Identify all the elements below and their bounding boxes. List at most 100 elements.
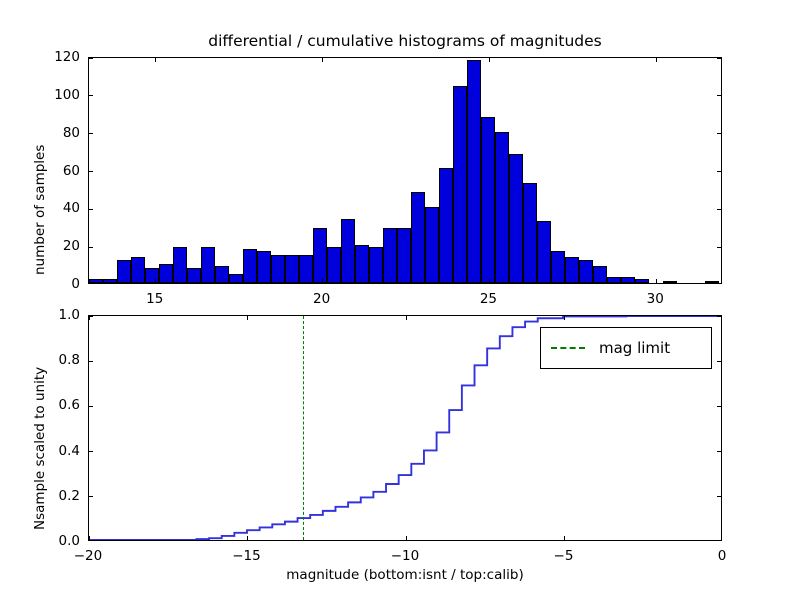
histogram-bar <box>116 260 131 283</box>
top-ytick-right <box>717 208 721 210</box>
histogram-bar <box>270 254 285 283</box>
top-xtick-top <box>155 58 157 62</box>
top-yticklabel: 100 <box>54 86 80 103</box>
histogram-bar <box>663 281 678 283</box>
bottom-yticklabel: 0.8 <box>58 352 80 369</box>
histogram-bar <box>228 273 243 283</box>
histogram-plot-area <box>89 58 721 283</box>
bottom-ytick-right <box>717 451 721 453</box>
histogram-bar <box>172 247 187 283</box>
top-yticklabel: 20 <box>62 238 80 255</box>
top-xtick-top <box>322 58 324 62</box>
histogram-bar <box>523 182 538 283</box>
histogram-bar <box>495 131 510 283</box>
bottom-ytick-right <box>717 496 721 498</box>
histogram-bar <box>705 281 720 283</box>
histogram-bar <box>621 277 636 283</box>
bottom-xticklabel: −20 <box>73 548 103 564</box>
bottom-xtick <box>89 536 90 540</box>
histogram-bar <box>284 254 299 283</box>
histogram-bar <box>298 254 313 283</box>
histogram-bar <box>214 265 229 283</box>
histogram-bar <box>453 86 468 283</box>
top-xtick <box>322 279 324 283</box>
bottom-xtick-top <box>247 316 249 320</box>
top-xticklabel: 20 <box>312 291 331 307</box>
legend-label-mag-limit: mag limit <box>599 339 671 357</box>
bottom-ytick-right <box>717 360 721 362</box>
top-ytick-right <box>717 95 721 97</box>
top-yticklabel: 60 <box>62 162 80 179</box>
top-ytick <box>89 58 93 59</box>
histogram-bar <box>509 154 524 283</box>
bottom-xticklabel: 0 <box>717 548 727 564</box>
figure-xlabel: magnitude (bottom:isnt / top:calib) <box>286 567 524 583</box>
bottom-ytick <box>89 360 93 362</box>
bottom-xtick <box>405 536 407 540</box>
bottom-xticklabel: −15 <box>232 548 261 564</box>
bottom-yticklabel: 0.2 <box>58 487 80 504</box>
top-xtick <box>488 279 490 283</box>
histogram-bar <box>579 260 594 283</box>
histogram-bar <box>89 279 103 283</box>
top-yticklabel: 40 <box>62 200 80 217</box>
histogram-bar <box>439 167 454 283</box>
top-xticklabel: 15 <box>146 291 164 307</box>
histogram-bar <box>382 228 397 283</box>
histogram-bar <box>368 247 383 283</box>
bottom-xticklabel: −10 <box>390 548 420 564</box>
bottom-xtick-top <box>405 316 407 320</box>
top-ytick <box>89 171 93 173</box>
histogram-bar <box>326 247 341 283</box>
histogram-bar <box>340 218 355 283</box>
top-ytick <box>89 133 93 135</box>
histogram-bar <box>425 207 440 283</box>
bottom-yticklabel: 0.0 <box>58 533 80 549</box>
bottom-ytick-right <box>717 405 721 407</box>
top-ytick-right <box>717 58 721 59</box>
histogram-bar <box>593 265 608 283</box>
figure-title: differential / cumulative histograms of … <box>208 32 602 50</box>
legend[interactable]: mag limit <box>540 327 712 369</box>
bottom-yticklabel: 0.6 <box>58 397 80 414</box>
histogram-bar <box>537 220 552 283</box>
bottom-ytick <box>89 496 93 498</box>
bottom-ytick-right <box>717 316 721 317</box>
bottom-ytick <box>89 405 93 407</box>
histogram-bar <box>102 279 117 283</box>
top-panel-axes <box>88 57 722 284</box>
top-xtick <box>655 279 657 283</box>
mag-limit-swatch-icon <box>551 347 585 349</box>
top-xticklabel: 30 <box>646 291 664 307</box>
histogram-bar <box>354 245 369 283</box>
top-ytick-right <box>717 171 721 173</box>
histogram-bar <box>396 228 411 283</box>
histogram-bar <box>186 267 201 283</box>
top-ytick-right <box>717 133 721 135</box>
histogram-bar <box>200 247 215 283</box>
bottom-yticklabel: 1.0 <box>58 307 80 323</box>
bottom-xtick <box>247 536 249 540</box>
bottom-xtick-top <box>89 316 90 320</box>
histogram-bar <box>607 277 622 283</box>
cumulative-plot-area <box>89 316 721 540</box>
histogram-bar <box>551 250 566 283</box>
histogram-bar <box>312 228 327 283</box>
bottom-xtick-top <box>564 316 566 320</box>
bottom-xticklabel: −5 <box>553 548 574 564</box>
top-xticklabel: 25 <box>479 291 497 307</box>
top-xtick-top <box>655 58 657 62</box>
top-xtick-top <box>488 58 490 62</box>
histogram-bar <box>158 264 173 283</box>
top-ytick <box>89 246 93 248</box>
bottom-xtick <box>564 536 566 540</box>
histogram-bar <box>242 248 257 283</box>
bottom-ytick <box>89 316 93 317</box>
histogram-bar <box>411 192 425 283</box>
top-ytick <box>89 208 93 210</box>
histogram-bar <box>635 279 650 283</box>
top-yticklabel: 120 <box>54 49 80 65</box>
histogram-bar <box>565 256 580 283</box>
mag-limit-line <box>302 316 304 540</box>
top-ytick-right <box>717 246 721 248</box>
